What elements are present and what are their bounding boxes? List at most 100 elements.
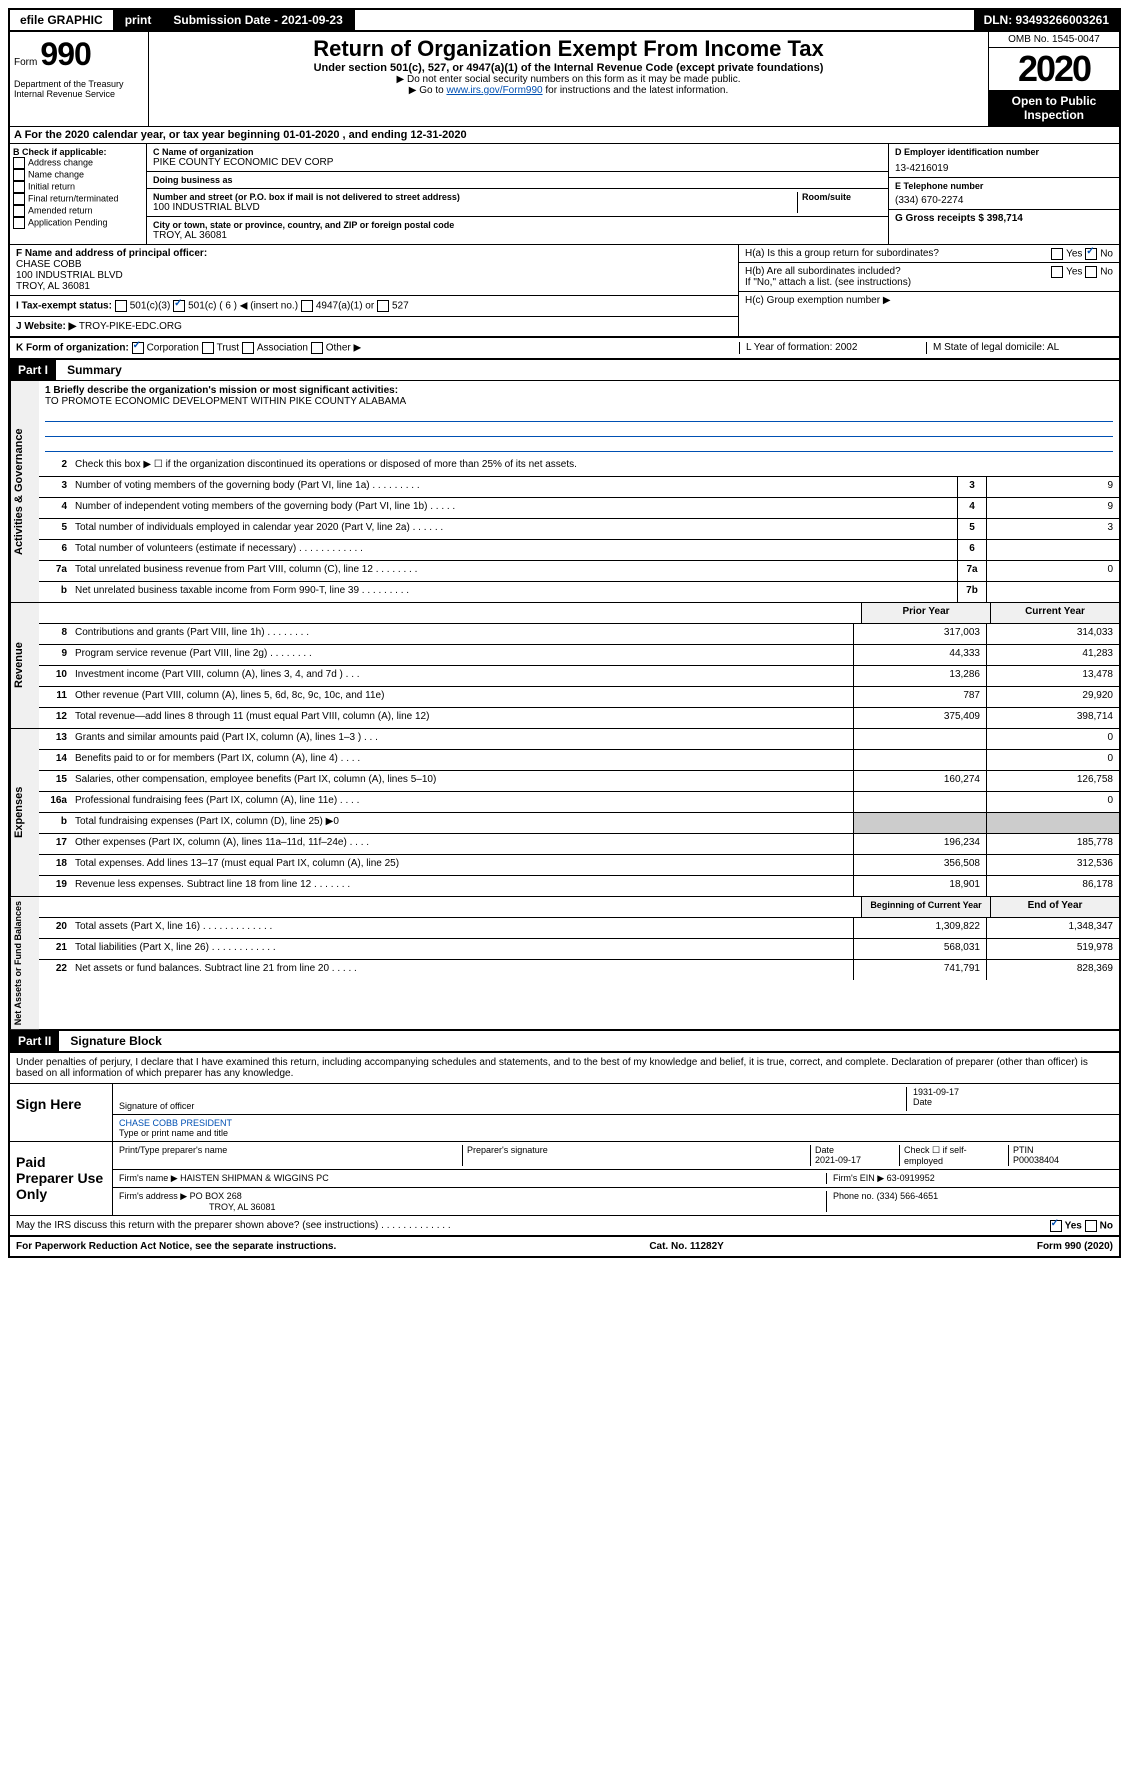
- gross-cell: G Gross receipts $ 398,714: [889, 210, 1119, 227]
- print-button[interactable]: print: [115, 10, 164, 30]
- irs-link[interactable]: www.irs.gov/Form990: [446, 85, 542, 96]
- netassets-tab: Net Assets or Fund Balances: [10, 897, 39, 1029]
- netassets-body: Beginning of Current Year End of Year 20…: [39, 897, 1119, 1029]
- hc-cell: H(c) Group exemption number ▶: [739, 292, 1119, 309]
- info-grid: B Check if applicable: Address change Na…: [10, 144, 1119, 245]
- dln: DLN: 93493266003261: [974, 10, 1119, 30]
- part1-header: Part I: [10, 360, 56, 380]
- summary-line: 18Total expenses. Add lines 13–17 (must …: [39, 855, 1119, 876]
- part1-row: Part I Summary: [10, 360, 1119, 380]
- col-b: B Check if applicable: Address change Na…: [10, 144, 147, 244]
- revenue-header-row: Prior Year Current Year: [39, 603, 1119, 624]
- netassets-section: Net Assets or Fund Balances Beginning of…: [10, 896, 1119, 1031]
- korg-row: K Form of organization: Corporation Trus…: [10, 338, 1119, 360]
- firm-addr-line: Firm's address ▶ PO BOX 268TROY, AL 3608…: [113, 1188, 1119, 1215]
- row-a: A For the 2020 calendar year, or tax yea…: [10, 127, 1119, 144]
- summary-line: 3Number of voting members of the governi…: [39, 477, 1119, 498]
- summary-line: 17Other expenses (Part IX, column (A), l…: [39, 834, 1119, 855]
- check-final[interactable]: [13, 193, 25, 205]
- summary-line: 16aProfessional fundraising fees (Part I…: [39, 792, 1119, 813]
- summary-line: 6Total number of volunteers (estimate if…: [39, 540, 1119, 561]
- org-name-cell: C Name of organization PIKE COUNTY ECONO…: [147, 144, 888, 172]
- hb-cell: H(b) Are all subordinates included? Yes …: [739, 263, 1119, 292]
- sign-here-row: Sign Here Signature of officer 1931-09-1…: [10, 1084, 1119, 1142]
- col-middle: C Name of organization PIKE COUNTY ECONO…: [147, 144, 888, 244]
- addr-cell: Number and street (or P.O. box if mail i…: [147, 189, 888, 217]
- firm-name-line: Firm's name ▶ HAISTEN SHIPMAN & WIGGINS …: [113, 1170, 1119, 1188]
- hb-yes[interactable]: [1051, 266, 1063, 278]
- governance-tab: Activities & Governance: [10, 381, 39, 602]
- dba-cell: Doing business as: [147, 172, 888, 189]
- governance-section: Activities & Governance 1 Briefly descri…: [10, 380, 1119, 602]
- tax-status-row: I Tax-exempt status: 501(c)(3) 501(c) ( …: [10, 296, 738, 317]
- expenses-body: 13Grants and similar amounts paid (Part …: [39, 729, 1119, 896]
- col-right: D Employer identification number 13-4216…: [888, 144, 1119, 244]
- officer-cell: F Name and address of principal officer:…: [10, 245, 738, 296]
- efile-label: efile GRAPHIC: [10, 10, 115, 30]
- check-501c[interactable]: [173, 300, 185, 312]
- form-ref: Form 990 (2020): [1037, 1241, 1113, 1252]
- end-year-header: End of Year: [990, 897, 1119, 917]
- discuss-no[interactable]: [1085, 1220, 1097, 1232]
- form-header: Form 990 Department of the Treasury Inte…: [10, 32, 1119, 127]
- check-assoc[interactable]: [242, 342, 254, 354]
- city-cell: City or town, state or province, country…: [147, 217, 888, 244]
- year-box: OMB No. 1545-0047 2020 Open to Public In…: [988, 32, 1119, 126]
- check-501c3[interactable]: [115, 300, 127, 312]
- paid-preparer-label: Paid Preparer Use Only: [10, 1142, 113, 1215]
- part2-row: Part II Signature Block: [10, 1031, 1119, 1051]
- check-amended[interactable]: [13, 205, 25, 217]
- summary-line: 2Check this box ▶ ☐ if the organization …: [39, 456, 1119, 477]
- check-name[interactable]: [13, 169, 25, 181]
- revenue-tab: Revenue: [10, 603, 39, 728]
- instr-2: ▶ Go to www.irs.gov/Form990 for instruct…: [153, 85, 984, 96]
- footer: For Paperwork Reduction Act Notice, see …: [10, 1237, 1119, 1256]
- discuss-yes[interactable]: [1050, 1220, 1062, 1232]
- hb-no[interactable]: [1085, 266, 1097, 278]
- summary-line: 14Benefits paid to or for members (Part …: [39, 750, 1119, 771]
- check-corp[interactable]: [132, 342, 144, 354]
- title-box: Return of Organization Exempt From Incom…: [149, 32, 988, 126]
- beginning-year-header: Beginning of Current Year: [861, 897, 990, 917]
- summary-line: 13Grants and similar amounts paid (Part …: [39, 729, 1119, 750]
- sig-name-line: CHASE COBB PRESIDENTType or print name a…: [113, 1115, 1119, 1141]
- discuss-row: May the IRS discuss this return with the…: [10, 1216, 1119, 1237]
- ha-yes[interactable]: [1051, 248, 1063, 260]
- check-address[interactable]: [13, 157, 25, 169]
- open-public: Open to Public Inspection: [989, 90, 1119, 126]
- topbar: efile GRAPHIC print Submission Date - 20…: [8, 8, 1121, 32]
- summary-line: 20Total assets (Part X, line 16) . . . .…: [39, 918, 1119, 939]
- omb: OMB No. 1545-0047: [989, 32, 1119, 48]
- state-domicile: M State of legal domicile: AL: [926, 342, 1113, 354]
- check-pending[interactable]: [13, 217, 25, 229]
- pra-notice: For Paperwork Reduction Act Notice, see …: [16, 1241, 336, 1252]
- lower-left: F Name and address of principal officer:…: [10, 245, 739, 336]
- subtitle: Under section 501(c), 527, or 4947(a)(1)…: [153, 62, 984, 74]
- check-527[interactable]: [377, 300, 389, 312]
- current-year-header: Current Year: [990, 603, 1119, 623]
- revenue-body: Prior Year Current Year 8Contributions a…: [39, 603, 1119, 728]
- check-4947[interactable]: [301, 300, 313, 312]
- form-number: 990: [40, 36, 90, 72]
- submission-date: Submission Date - 2021-09-23: [163, 10, 354, 30]
- part2-title: Signature Block: [62, 1031, 169, 1051]
- summary-line: bNet unrelated business taxable income f…: [39, 582, 1119, 602]
- check-trust[interactable]: [202, 342, 214, 354]
- governance-body: 1 Briefly describe the organization's mi…: [39, 381, 1119, 602]
- ha-no[interactable]: [1085, 248, 1097, 260]
- check-initial[interactable]: [13, 181, 25, 193]
- check-other[interactable]: [311, 342, 323, 354]
- summary-line: 15Salaries, other compensation, employee…: [39, 771, 1119, 792]
- summary-line: 4Number of independent voting members of…: [39, 498, 1119, 519]
- summary-line: 9Program service revenue (Part VIII, lin…: [39, 645, 1119, 666]
- website-row: J Website: ▶ TROY-PIKE-EDC.ORG: [10, 317, 738, 336]
- sign-here-label: Sign Here: [10, 1084, 113, 1141]
- paid-preparer-row: Paid Preparer Use Only Print/Type prepar…: [10, 1142, 1119, 1216]
- part1-title: Summary: [59, 360, 130, 380]
- instr-1: ▶ Do not enter social security numbers o…: [153, 74, 984, 85]
- summary-line: 19Revenue less expenses. Subtract line 1…: [39, 876, 1119, 896]
- revenue-section: Revenue Prior Year Current Year 8Contrib…: [10, 602, 1119, 728]
- ein-cell: D Employer identification number 13-4216…: [889, 144, 1119, 178]
- mission-box: 1 Briefly describe the organization's mi…: [39, 381, 1119, 456]
- summary-line: 12Total revenue—add lines 8 through 11 (…: [39, 708, 1119, 728]
